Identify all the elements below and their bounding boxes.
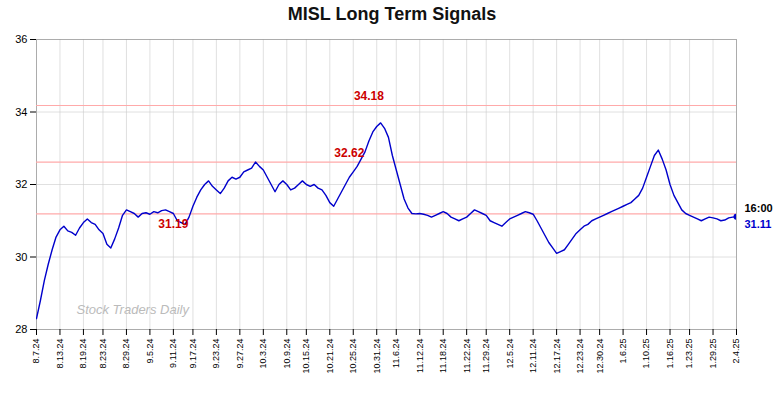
svg-text:1.29.25: 1.29.25 [708,339,718,369]
svg-text:8.19.24: 8.19.24 [78,339,88,369]
svg-text:31.11: 31.11 [745,218,772,230]
svg-text:8.23.24: 8.23.24 [98,339,108,369]
svg-text:10.31.24: 10.31.24 [372,339,382,374]
svg-text:30: 30 [15,251,27,263]
svg-text:1.16.25: 1.16.25 [665,339,675,369]
svg-text:Stock Traders Daily: Stock Traders Daily [77,302,191,317]
svg-text:11.22.24: 11.22.24 [462,339,472,373]
svg-text:31.19: 31.19 [158,217,188,231]
svg-text:12.30.24: 12.30.24 [595,339,605,374]
svg-text:12.5.24: 12.5.24 [505,339,515,369]
svg-text:1.23.25: 1.23.25 [684,339,694,369]
svg-text:8.13.24: 8.13.24 [55,339,65,369]
svg-text:12.23.24: 12.23.24 [575,339,585,374]
svg-text:32.62: 32.62 [334,146,364,160]
svg-text:8.7.24: 8.7.24 [31,339,41,364]
svg-text:36: 36 [15,33,27,45]
svg-text:10.25.24: 10.25.24 [348,339,358,374]
svg-text:16:00: 16:00 [745,202,773,214]
svg-text:32: 32 [15,178,27,190]
svg-text:9.23.24: 9.23.24 [211,339,221,369]
svg-text:9.11.24: 9.11.24 [168,339,178,368]
svg-text:10.9.24: 10.9.24 [282,339,292,369]
svg-text:1.6.25: 1.6.25 [618,339,628,364]
svg-text:9.27.24: 9.27.24 [235,339,245,369]
svg-text:11.12.24: 11.12.24 [415,339,425,373]
svg-text:10.3.24: 10.3.24 [258,339,268,369]
svg-text:9.17.24: 9.17.24 [188,339,198,369]
svg-text:2.4.25: 2.4.25 [731,339,741,364]
svg-text:12.11.24: 12.11.24 [528,339,538,373]
svg-text:12.17.24: 12.17.24 [551,339,561,374]
svg-text:10.21.24: 10.21.24 [325,339,335,374]
html-text:MISL Long Term Signals: MISL Long Term Signals [287,4,497,24]
svg-text:34.18: 34.18 [354,89,384,103]
svg-text:34: 34 [15,106,27,118]
svg-text:28: 28 [15,323,27,335]
svg-text:11.18.24: 11.18.24 [438,339,448,373]
svg-text:11.29.24: 11.29.24 [481,339,491,373]
svg-text:10.15.24: 10.15.24 [301,339,311,374]
svg-text:8.29.24: 8.29.24 [121,339,131,369]
svg-text:9.5.24: 9.5.24 [145,339,155,364]
svg-text:1.10.25: 1.10.25 [641,339,651,369]
svg-text:11.6.24: 11.6.24 [391,339,401,368]
